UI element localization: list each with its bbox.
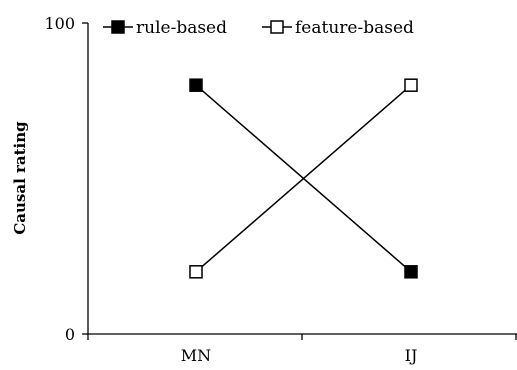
- y-axis: 100 0 Causal rating: [11, 14, 89, 344]
- data-point-rule-based-mn: [189, 78, 203, 92]
- legend: rule-based feature-based: [103, 18, 414, 38]
- x-tick-label-mn: MN: [181, 346, 211, 365]
- y-tick-label-max: 100: [44, 14, 75, 33]
- x-axis: MN IJ: [87, 333, 517, 365]
- data-point-feature-based-ij: [404, 78, 418, 92]
- legend-marker-rule-based: [111, 20, 125, 34]
- y-tick-label-min: 0: [65, 325, 75, 344]
- data-point-rule-based-ij: [404, 265, 418, 279]
- plot-area: [189, 78, 418, 279]
- data-point-feature-based-mn: [189, 265, 203, 279]
- legend-label-feature-based: feature-based: [295, 18, 414, 38]
- legend-label-rule-based: rule-based: [136, 18, 227, 38]
- y-axis-title: Causal rating: [11, 121, 29, 235]
- x-tick-label-ij: IJ: [405, 346, 418, 365]
- series-line-feature-based: [195, 84, 412, 273]
- legend-marker-feature-based: [270, 20, 284, 34]
